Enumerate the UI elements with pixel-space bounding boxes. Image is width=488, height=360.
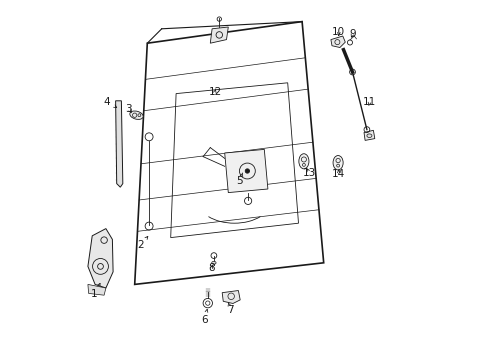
Text: 1: 1: [90, 283, 100, 300]
Ellipse shape: [298, 154, 308, 169]
Polygon shape: [210, 27, 228, 43]
Text: 11: 11: [363, 96, 376, 107]
Ellipse shape: [332, 156, 343, 170]
Text: 14: 14: [331, 168, 345, 179]
Ellipse shape: [211, 261, 216, 264]
Polygon shape: [222, 291, 240, 303]
Text: 10: 10: [331, 27, 345, 37]
Polygon shape: [88, 284, 106, 295]
Text: 3: 3: [125, 104, 132, 114]
Polygon shape: [330, 36, 345, 48]
Text: 12: 12: [208, 87, 221, 97]
Text: 5: 5: [236, 173, 243, 186]
Text: 7: 7: [227, 302, 234, 315]
Text: 4: 4: [103, 96, 117, 108]
Ellipse shape: [129, 111, 143, 120]
Text: 2: 2: [137, 237, 147, 250]
Polygon shape: [115, 101, 122, 187]
Circle shape: [244, 169, 249, 173]
Polygon shape: [224, 149, 267, 193]
Text: 9: 9: [348, 29, 355, 39]
Polygon shape: [88, 229, 113, 288]
Text: 8: 8: [207, 263, 214, 273]
Ellipse shape: [366, 134, 371, 138]
Text: 6: 6: [201, 309, 207, 325]
Polygon shape: [363, 130, 374, 140]
Text: 13: 13: [302, 168, 315, 178]
